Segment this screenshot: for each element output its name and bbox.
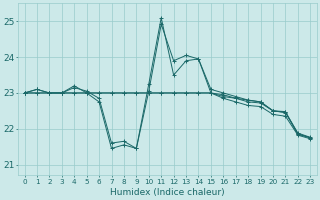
X-axis label: Humidex (Indice chaleur): Humidex (Indice chaleur) bbox=[110, 188, 225, 197]
